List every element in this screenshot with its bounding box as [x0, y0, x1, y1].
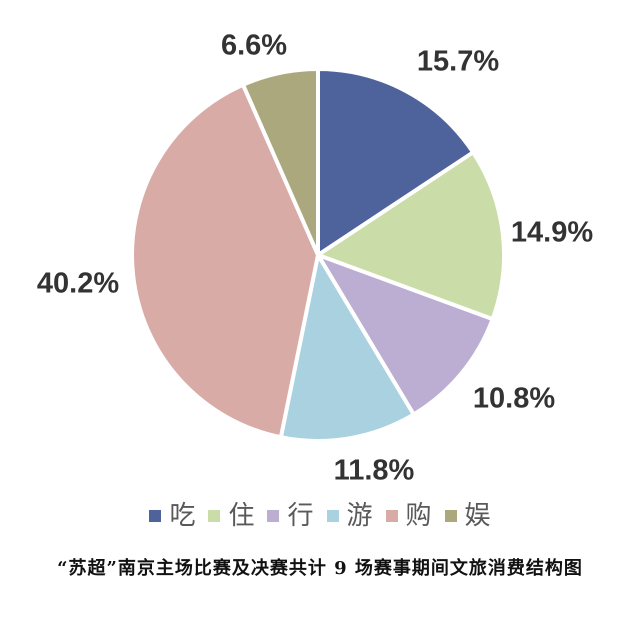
pie-label-行: 10.8%	[472, 382, 556, 415]
legend-swatch-icon	[149, 510, 162, 522]
pie-label-住: 14.9%	[510, 216, 594, 249]
chart-caption: “苏超”南京主场比赛及决赛共计 9 场赛事期间文旅消费结构图	[57, 558, 583, 579]
legend-label: 住	[228, 501, 255, 531]
legend-item-游: 游	[326, 501, 373, 531]
legend-label: 行	[287, 501, 314, 531]
pie-slice-吃	[316, 67, 476, 257]
legend-item-购: 购	[385, 501, 432, 531]
legend-swatch-icon	[326, 510, 339, 522]
legend-swatch-icon	[385, 510, 398, 522]
legend-label: 娱	[464, 501, 491, 531]
legend: 吃住行游购娱	[0, 503, 640, 529]
pie-slice-购	[130, 82, 320, 440]
legend-swatch-icon	[444, 510, 457, 522]
pie-label-娱: 6.6%	[220, 29, 288, 62]
pie-label-吃: 15.7%	[416, 45, 500, 78]
pie-slice-住	[316, 150, 506, 322]
legend-label: 游	[346, 501, 373, 531]
legend-item-娱: 娱	[444, 501, 491, 531]
legend-label: 吃	[169, 501, 196, 531]
pie-slice-游	[278, 253, 416, 443]
legend-item-吃: 吃	[149, 503, 195, 529]
legend-item-行: 行	[267, 501, 314, 531]
legend-item-住: 住	[208, 503, 254, 529]
legend-swatch-icon	[267, 510, 280, 522]
pie-label-游: 11.8%	[333, 454, 415, 487]
pie-slice-行	[316, 253, 495, 417]
pie-label-购: 40.2%	[36, 267, 120, 300]
pie-slice-娱	[241, 67, 320, 257]
legend-swatch-icon	[208, 510, 221, 522]
legend-label: 购	[405, 501, 432, 531]
